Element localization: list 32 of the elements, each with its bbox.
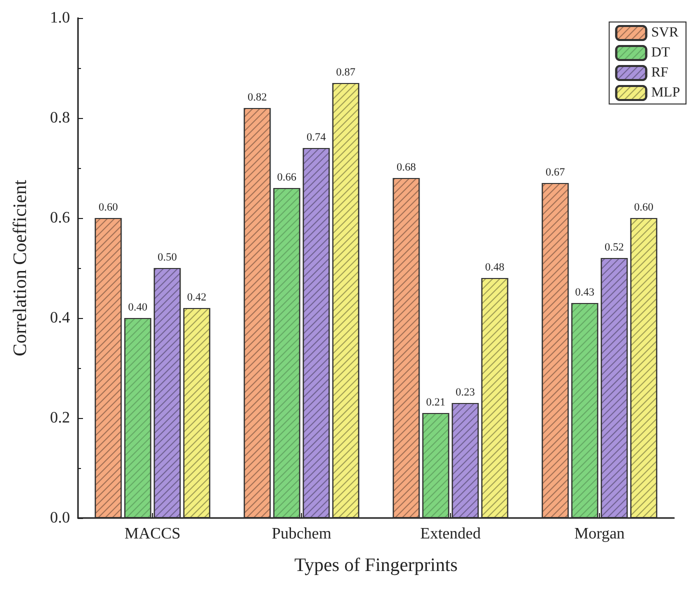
x-tick-label: Morgan	[574, 526, 625, 542]
data-label: 0.23	[456, 386, 476, 398]
legend-label: DT	[651, 46, 670, 60]
data-label: 0.74	[306, 132, 326, 144]
data-label: 0.60	[98, 202, 118, 214]
legend-label: SVR	[651, 26, 680, 40]
legend-label: MLP	[651, 86, 680, 100]
data-label: 0.60	[634, 202, 654, 214]
y-tick-label: 0.8	[50, 110, 70, 126]
data-label: 0.43	[575, 286, 595, 298]
data-label: 0.68	[396, 162, 416, 174]
data-label: 0.66	[277, 172, 297, 184]
y-axis-title: Correlation Coefficient	[10, 179, 31, 356]
y-tick-label: 0.2	[50, 410, 70, 426]
x-tick-label: Pubchem	[272, 526, 332, 542]
data-label: 0.67	[546, 166, 566, 178]
data-label: 0.52	[604, 242, 624, 254]
data-label: 0.21	[426, 396, 446, 408]
y-tick-label: 1.0	[50, 10, 70, 26]
data-label: 0.42	[187, 292, 206, 304]
legend-label: RF	[651, 66, 669, 80]
data-label: 0.40	[128, 302, 148, 314]
x-axis-title: Types of Fingerprints	[294, 555, 458, 576]
data-label: 0.50	[158, 252, 178, 264]
data-label: 0.87	[336, 66, 356, 78]
x-tick-label: Extended	[420, 526, 481, 542]
y-tick-label: 0.4	[50, 310, 70, 326]
x-tick-label: MACCS	[124, 526, 181, 542]
data-label: 0.48	[485, 262, 505, 274]
y-tick-label: 0.0	[50, 510, 70, 526]
data-label: 0.82	[248, 92, 267, 104]
y-tick-label: 0.6	[50, 210, 70, 226]
